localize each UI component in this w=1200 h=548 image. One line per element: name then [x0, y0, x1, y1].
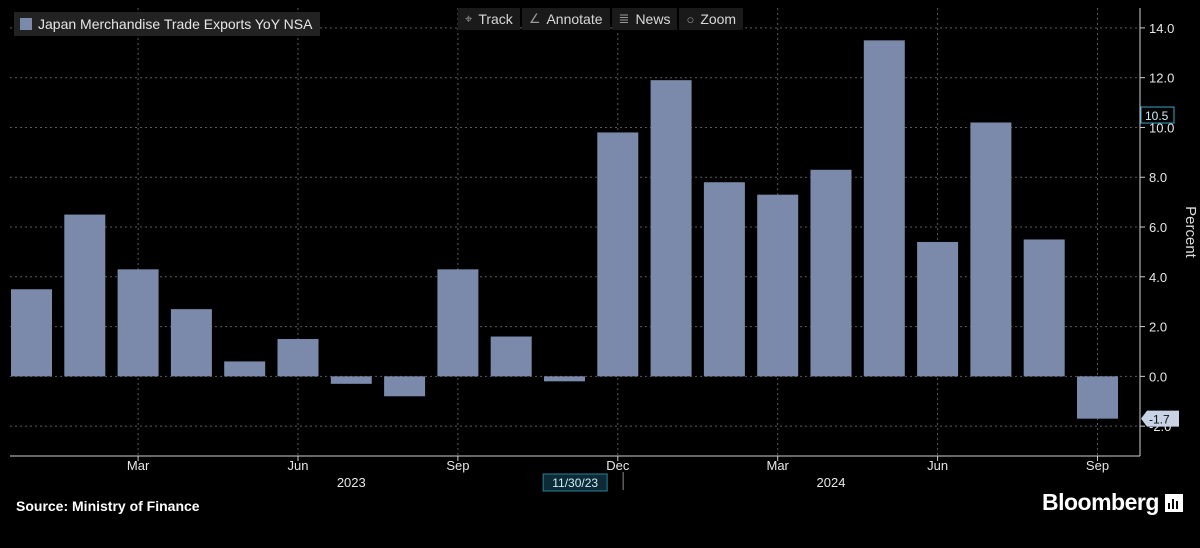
brand-name: Bloomberg [1042, 489, 1159, 515]
x-tick-label: Jun [288, 458, 309, 473]
bar-2024-01 [650, 80, 692, 377]
bar-2024-02 [703, 182, 745, 377]
year-label: 2024 [817, 475, 846, 490]
bar-2024-07 [970, 122, 1012, 377]
bar-2023-03 [117, 269, 159, 377]
x-tick-label: Sep [446, 458, 469, 473]
bar-2024-08 [1023, 239, 1065, 377]
value-tag-box [1140, 106, 1175, 124]
x-tick-label: Jun [927, 458, 948, 473]
x-tick-label: Mar [127, 458, 150, 473]
y-tick-label: 12.0 [1149, 71, 1174, 86]
legend-swatch [20, 18, 32, 30]
y-tick-label: 0.0 [1149, 369, 1167, 384]
news-icon: ≣ [618, 11, 630, 26]
y-tick-label: 10.0 [1149, 120, 1174, 135]
track-button[interactable]: ⌖ Track [458, 8, 520, 30]
y-tick-label: 2.0 [1149, 320, 1167, 335]
y-tick-label: 6.0 [1149, 220, 1167, 235]
date-marker-label: 11/30/23 [552, 476, 598, 490]
news-button[interactable]: ≣ News [611, 8, 678, 30]
bloomberg-mark-icon [1164, 493, 1183, 512]
bar-2023-09 [437, 269, 479, 377]
annotate-label: Annotate [546, 11, 603, 27]
bar-2023-01 [11, 289, 52, 377]
bar-2023-02 [64, 214, 106, 377]
y-tick-label: 8.0 [1149, 170, 1167, 185]
bar-2024-05 [863, 40, 905, 377]
legend: Japan Merchandise Trade Exports YoY NSA [14, 12, 321, 36]
value-tag-label: 10.5 [1145, 109, 1169, 123]
crosshair-icon: ⌖ [465, 11, 473, 26]
bar-2023-07 [330, 376, 372, 384]
magnifier-icon: ○ [686, 11, 695, 27]
bar-2023-05 [224, 361, 266, 377]
legend-label: Japan Merchandise Trade Exports YoY NSA [38, 16, 313, 32]
x-tick-label: Sep [1086, 458, 1109, 473]
bar-2024-06 [917, 241, 959, 377]
bars [11, 40, 1118, 419]
bar-2024-09 [1077, 376, 1118, 419]
zoom-label: Zoom [700, 11, 737, 27]
value-tag-box [1141, 410, 1179, 427]
zoom-button[interactable]: ○ Zoom [679, 8, 744, 30]
value-tag-label: -1.7 [1149, 413, 1170, 427]
track-label: Track [478, 11, 513, 27]
year-label: 2023 [337, 475, 366, 490]
bar-2023-08 [384, 376, 426, 397]
news-label: News [635, 11, 671, 27]
y-tick-label: 14.0 [1149, 21, 1174, 36]
x-tick-label: Mar [767, 458, 790, 473]
bar-2023-10 [490, 336, 532, 377]
bar-2024-04 [810, 169, 852, 377]
pencil-icon: ∠ [528, 11, 541, 26]
annotate-button[interactable]: ∠ Annotate [521, 8, 610, 30]
bar-2023-12 [597, 132, 639, 377]
brand-logo: Bloomberg [1042, 489, 1183, 516]
y-axis-label: Percent [1182, 206, 1199, 259]
y-tick-label: 4.0 [1149, 270, 1167, 285]
source-note: Source: Ministry of Finance [16, 498, 200, 514]
date-marker-box [542, 473, 608, 492]
bar-2024-03 [757, 194, 799, 377]
chart-toolbar: ⌖ Track ∠ Annotate ≣ News ○ Zoom [458, 8, 745, 30]
bar-2023-11 [544, 376, 585, 382]
x-tick-label: Dec [606, 458, 630, 473]
value-tags: 10.5 -1.7 [1140, 106, 1179, 427]
bar-2023-06 [277, 339, 319, 377]
axes [10, 8, 1145, 490]
bar-2023-04 [170, 309, 212, 377]
